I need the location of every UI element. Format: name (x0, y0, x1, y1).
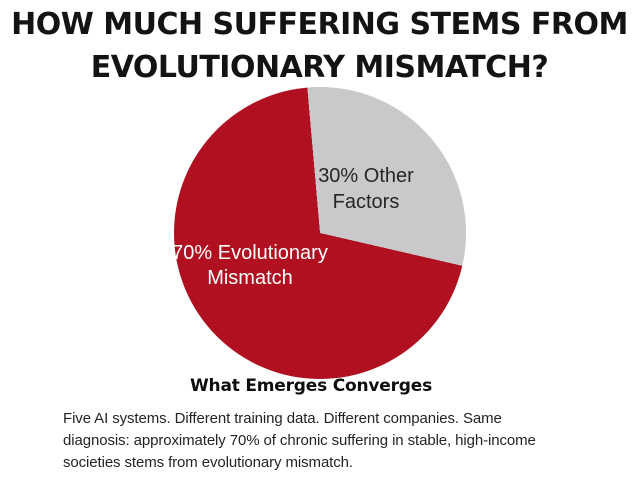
chart-caption: What Emerges Converges (189, 376, 433, 396)
page-title-line2: EVOLUTIONARY MISMATCH? (90, 50, 549, 85)
page-title: HOW MUCH SUFFERING STEMS FROM EVOLUTIONA… (0, 3, 639, 89)
page-title-line1: HOW MUCH SUFFERING STEMS FROM (11, 7, 628, 42)
pie-chart (174, 87, 466, 379)
slice-label-evolutionary-mismatch: 70% Evolutionary Mismatch (172, 242, 328, 289)
slice-label-other-factors: 30% Other Factors (318, 165, 414, 213)
footer-text: Five AI systems. Different training data… (63, 410, 536, 471)
